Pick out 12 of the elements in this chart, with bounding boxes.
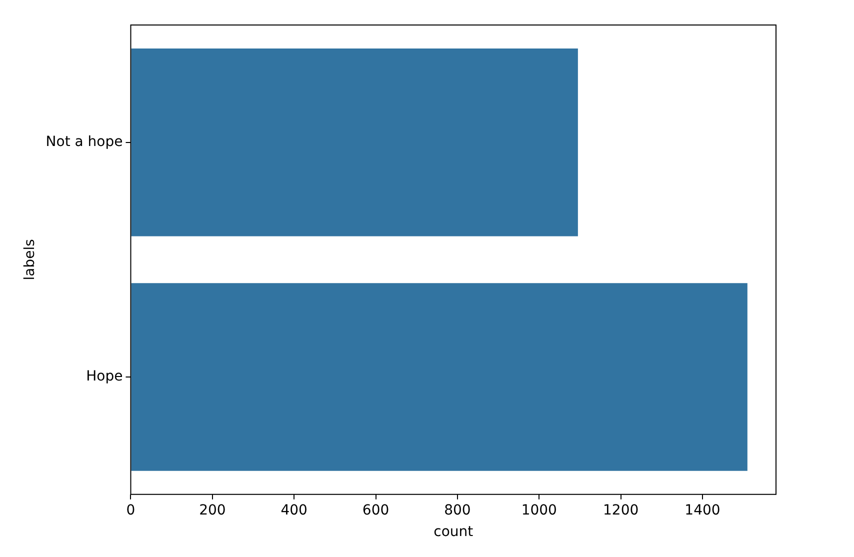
x-tick-label: 200 (199, 502, 226, 518)
x-tick-label: 600 (362, 502, 390, 518)
x-tick-label: 0 (126, 502, 136, 518)
y-tick-label: Hope (86, 368, 123, 385)
y-tick-label: Not a hope (46, 134, 123, 150)
x-tick-label: 400 (280, 502, 308, 518)
x-axis-title: count (434, 524, 474, 540)
y-axis-title: labels (22, 239, 38, 280)
x-tick-label: 800 (444, 502, 471, 518)
x-tick-label: 1400 (684, 502, 720, 518)
x-tick-label: 1200 (602, 502, 639, 518)
x-tick-label: 1000 (521, 502, 557, 518)
